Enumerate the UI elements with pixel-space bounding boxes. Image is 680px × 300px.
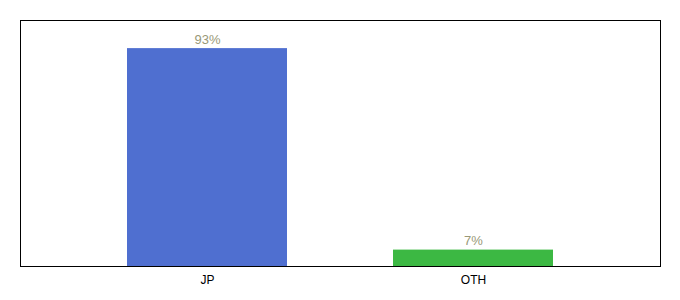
svg-text:OTH: OTH <box>461 273 486 287</box>
svg-text:7%: 7% <box>464 233 483 248</box>
svg-text:JP: JP <box>200 273 214 287</box>
svg-text:93%: 93% <box>194 32 220 47</box>
